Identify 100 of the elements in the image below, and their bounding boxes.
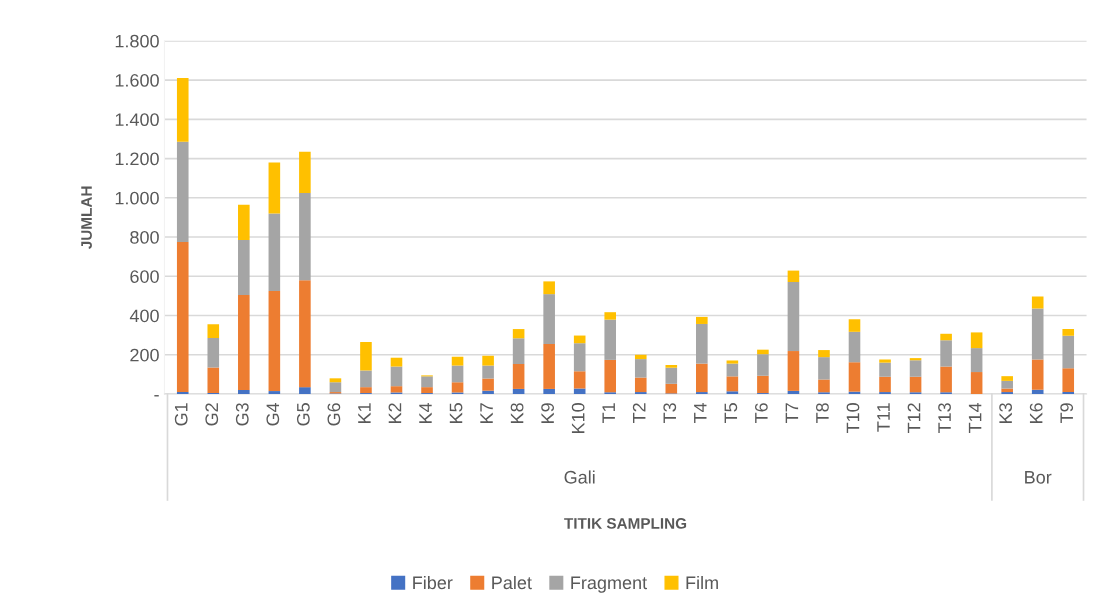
bar [299,151,311,193]
legend-label: Fiber [413,575,453,590]
bar [390,366,403,387]
x-tick-label: T10 [846,403,860,434]
bar [1031,389,1044,395]
bar [238,390,250,395]
y-tick-label: - [154,395,159,397]
bar [512,388,525,395]
bar [665,383,678,394]
bar [757,349,769,355]
bar [787,270,800,282]
bar [726,360,739,364]
bar [634,377,647,393]
x-tick-label: K8 [510,403,524,423]
bar [604,312,617,320]
bar [360,342,372,371]
bar [940,340,952,367]
bar [573,343,586,372]
x-tick-label: K3 [999,403,1013,423]
bar [268,291,281,392]
legend-label: Palet [492,575,532,590]
bar [543,388,555,395]
bar [1031,359,1044,390]
bar [482,378,494,391]
legend-label: Film [686,575,718,589]
bar [818,357,830,380]
x-tick-label: K9 [541,403,554,423]
bar [268,213,281,291]
y-tick-label: 200 [130,348,159,362]
y-tick-label: 400 [129,309,159,323]
x-tick-label: T3 [663,403,677,424]
bar [238,204,250,240]
x-tick-label: T4 [694,402,707,424]
y-tick-label: 1.400 [115,113,159,127]
bar [696,323,708,364]
bar [543,294,555,344]
bar [176,78,189,142]
bar [207,324,220,339]
bar [848,331,861,363]
x-tick-label: K5 [449,403,463,423]
bar [757,354,769,376]
bar [818,379,830,393]
bar [940,333,952,341]
bar [482,365,494,379]
x-tick-label: K6 [1029,403,1043,423]
bar [848,362,861,392]
bar [909,360,922,377]
bar [451,382,464,393]
bar [543,343,555,389]
bar [238,294,250,391]
x-tick-label: T8 [816,403,829,424]
bar [329,378,342,383]
bar [390,357,403,367]
bar [299,387,311,395]
x-tick-label: K2 [388,403,402,423]
bar [970,332,983,349]
bar [879,359,891,363]
bar [726,391,739,395]
bar [299,280,311,388]
bar [268,391,281,395]
bar [787,351,800,391]
bar [696,316,708,324]
x-tick-label: T6 [754,403,768,424]
x-tick-label: K7 [480,403,493,423]
bar [451,365,464,383]
bar [299,192,311,281]
bar [329,382,342,393]
bar [604,319,617,360]
bar [1001,376,1013,381]
bar [970,372,983,395]
bar [482,355,494,366]
x-tick-label: G4 [266,402,280,426]
bar [421,376,433,388]
bar [970,348,983,373]
bar [482,390,494,395]
bar [238,239,250,295]
bar [665,364,678,368]
bar [909,376,922,393]
bar [390,386,403,393]
bar [818,350,830,358]
bar [604,359,617,393]
bar [787,390,800,395]
bar [879,362,891,377]
bar [421,387,433,394]
bar [634,359,647,378]
x-tick-label: G5 [296,403,310,426]
y-tick-label: 800 [130,230,159,244]
bar [512,338,525,364]
y-tick-label: 1.200 [115,152,159,166]
bar [512,329,525,339]
x-tick-label: T7 [785,403,799,424]
bar [879,376,891,393]
y-tick-label: 1.600 [115,73,159,87]
bar [512,364,525,389]
x-tick-label: G6 [327,403,341,426]
bar [176,241,189,393]
x-tick-label: T1 [602,403,615,424]
y-axis-title: JUMLAH [81,186,92,250]
bar [1062,368,1075,393]
x-tick-label: G3 [235,403,249,426]
